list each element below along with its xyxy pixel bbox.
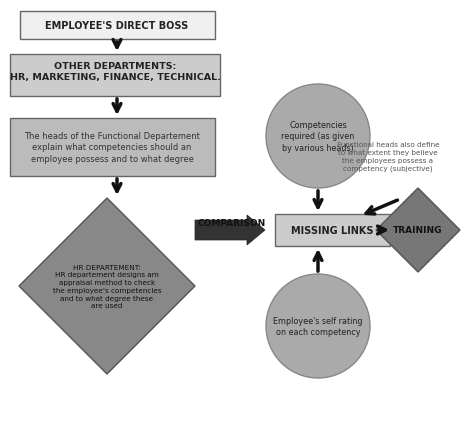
Text: OTHER DEPARTMENTS:
HR, MARKETING, FINANCE, TECHNICAL.: OTHER DEPARTMENTS: HR, MARKETING, FINANC… xyxy=(10,62,220,82)
Text: COMPARISON: COMPARISON xyxy=(198,219,266,228)
Bar xyxy=(10,119,215,177)
Bar xyxy=(275,214,390,247)
Text: Employee's self rating
on each competency: Employee's self rating on each competenc… xyxy=(273,316,363,336)
Polygon shape xyxy=(376,188,460,273)
Circle shape xyxy=(266,85,370,188)
Text: EMPLOYEE'S DIRECT BOSS: EMPLOYEE'S DIRECT BOSS xyxy=(46,21,189,31)
Text: TRAINING: TRAINING xyxy=(393,226,443,235)
Text: Functional heads also define
to what extent they believe
the employees possess a: Functional heads also define to what ext… xyxy=(337,142,439,171)
Text: MISSING LINKS: MISSING LINKS xyxy=(291,226,373,236)
Text: Competencies
required (as given
by various heads): Competencies required (as given by vario… xyxy=(281,121,355,153)
Text: HR DEPARTEMENT:
HR departement designs am
appraisal method to check
the employee: HR DEPARTEMENT: HR departement designs a… xyxy=(53,264,162,309)
FancyArrow shape xyxy=(195,216,265,246)
Circle shape xyxy=(266,274,370,378)
Bar xyxy=(10,55,220,97)
Polygon shape xyxy=(19,198,195,374)
Text: The heads of the Functional Departement
explain what competencies should an
empl: The heads of the Functional Departement … xyxy=(24,132,200,164)
Bar xyxy=(20,12,215,40)
